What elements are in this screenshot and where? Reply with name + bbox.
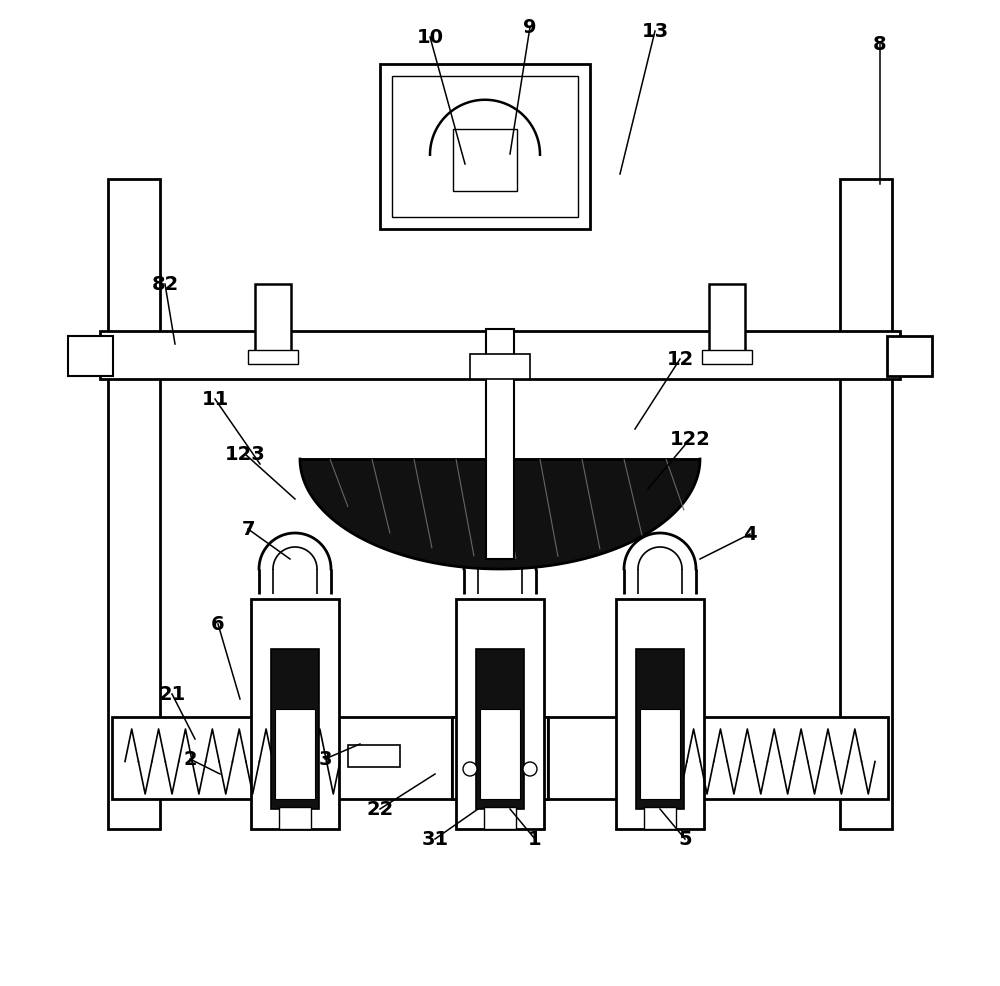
Bar bbox=[271, 650, 319, 810]
Bar bbox=[484, 808, 516, 829]
Bar bbox=[112, 717, 888, 800]
Bar bbox=[279, 808, 311, 829]
Bar bbox=[640, 709, 680, 800]
Text: 12: 12 bbox=[666, 350, 694, 369]
Text: 13: 13 bbox=[641, 23, 669, 41]
Bar bbox=[840, 179, 892, 829]
Text: 123: 123 bbox=[225, 445, 265, 464]
Circle shape bbox=[523, 762, 537, 776]
Text: 21: 21 bbox=[158, 685, 186, 704]
Bar bbox=[636, 650, 684, 810]
Bar bbox=[480, 709, 520, 800]
Bar bbox=[486, 329, 514, 559]
Text: 4: 4 bbox=[743, 525, 757, 544]
Bar bbox=[460, 725, 540, 792]
Bar bbox=[456, 599, 544, 829]
Bar bbox=[348, 745, 400, 767]
Bar bbox=[275, 709, 315, 800]
Bar bbox=[887, 336, 932, 377]
Text: 10: 10 bbox=[417, 29, 444, 47]
Circle shape bbox=[463, 762, 477, 776]
Bar bbox=[255, 285, 291, 355]
Text: 22: 22 bbox=[366, 800, 394, 818]
Bar bbox=[616, 599, 704, 829]
Text: 8: 8 bbox=[873, 35, 887, 54]
Text: 7: 7 bbox=[241, 520, 255, 539]
Bar bbox=[248, 351, 298, 365]
Text: 6: 6 bbox=[211, 615, 225, 634]
Bar bbox=[644, 808, 676, 829]
Bar bbox=[251, 599, 339, 829]
Bar bbox=[380, 65, 590, 230]
Bar bbox=[452, 717, 548, 800]
Text: 2: 2 bbox=[183, 749, 197, 769]
Text: 1: 1 bbox=[528, 829, 542, 849]
Bar bbox=[68, 336, 113, 377]
Text: 5: 5 bbox=[678, 829, 692, 849]
Text: 122: 122 bbox=[670, 430, 710, 449]
Text: 82: 82 bbox=[151, 275, 179, 294]
Bar bbox=[476, 650, 524, 810]
Bar bbox=[100, 331, 900, 380]
Bar bbox=[108, 179, 160, 829]
Bar bbox=[453, 130, 517, 192]
Text: 11: 11 bbox=[201, 390, 229, 409]
Bar bbox=[392, 77, 578, 218]
Text: 9: 9 bbox=[523, 19, 537, 37]
Polygon shape bbox=[300, 459, 700, 570]
Bar bbox=[702, 351, 752, 365]
Text: 3: 3 bbox=[318, 749, 332, 769]
Text: 31: 31 bbox=[421, 829, 449, 849]
Bar bbox=[470, 355, 530, 380]
Bar bbox=[709, 285, 745, 355]
